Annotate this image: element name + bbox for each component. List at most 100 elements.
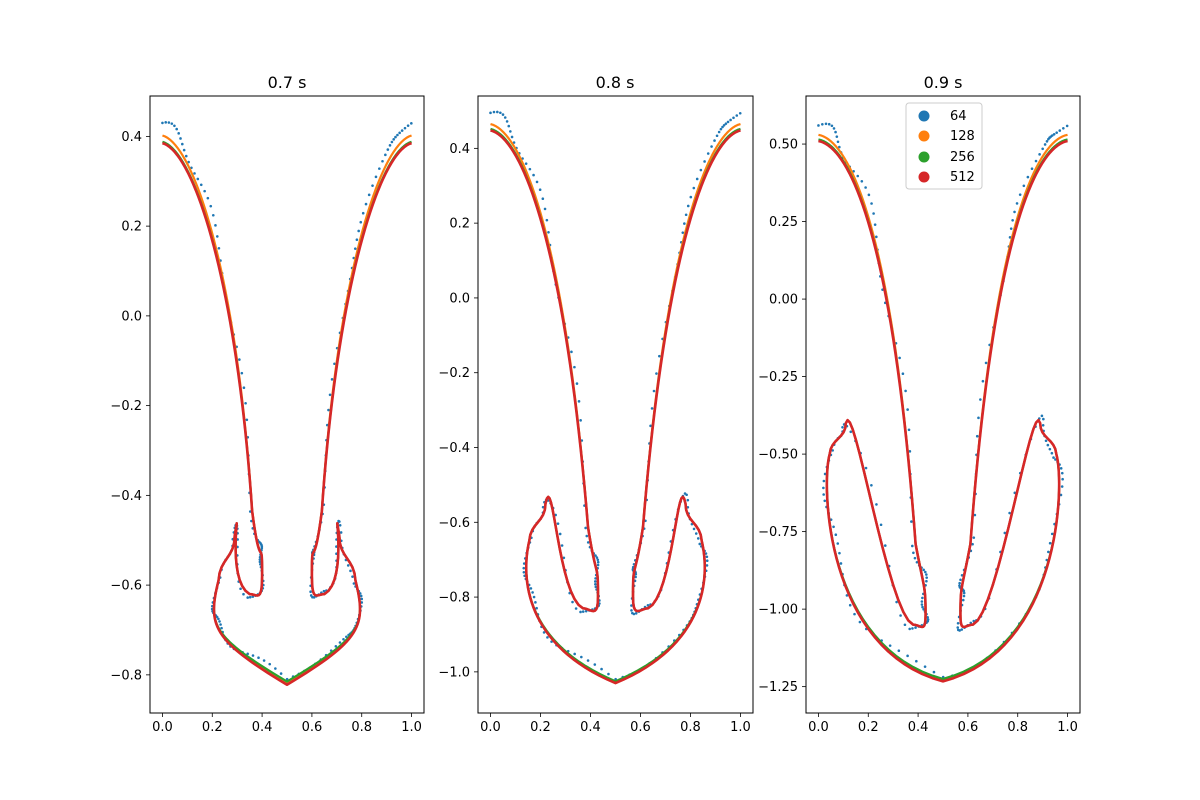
point-64-72 <box>899 614 902 617</box>
series-512-panel-2 <box>818 139 1068 683</box>
point-64-124 <box>274 667 277 670</box>
point-64-212 <box>972 536 976 539</box>
point-64-31 <box>238 358 241 361</box>
point-64-19 <box>211 213 215 217</box>
point-64-230 <box>681 231 685 234</box>
point-64-55 <box>593 580 597 583</box>
point-64-250 <box>1058 129 1062 132</box>
point-64-234 <box>361 211 365 215</box>
point-64-220 <box>330 378 334 381</box>
point-64-161 <box>1046 443 1050 447</box>
point-64-252 <box>738 111 742 115</box>
point-64-0 <box>161 121 164 125</box>
point-64-50 <box>925 579 928 583</box>
point-64-19 <box>541 197 545 201</box>
legend-label-256: 256 <box>950 150 975 165</box>
point-64-123 <box>268 662 272 666</box>
point-64-3 <box>827 122 831 126</box>
point-64-6 <box>505 120 509 123</box>
point-64-115 <box>546 636 549 639</box>
panel-0-axes-frame <box>149 95 425 714</box>
point-64-237 <box>699 168 703 172</box>
y-tick-label-0: −1.0 <box>438 665 470 680</box>
curve-512 <box>162 141 412 687</box>
point-64-154 <box>704 552 708 555</box>
y-tick-label-1: −0.8 <box>438 591 470 606</box>
panel-1-ticks: 0.0 0.2 0.4 0.6 0.8 1.0 −1.0 −0.8 −0.6 −0.4 −0.2 0.… <box>438 142 750 735</box>
point-64-79 <box>870 484 873 487</box>
point-64-247 <box>396 133 399 137</box>
point-64-236 <box>1022 184 1026 188</box>
point-64-32 <box>901 372 905 376</box>
point-64-159 <box>351 575 354 578</box>
point-64-158 <box>352 582 356 585</box>
point-64-124 <box>923 665 927 668</box>
point-64-47 <box>924 570 927 574</box>
point-64-69 <box>248 595 252 599</box>
point-64-235 <box>1018 193 1022 196</box>
point-64-122 <box>586 659 590 662</box>
point-64-125 <box>607 672 610 676</box>
point-64-243 <box>717 130 721 134</box>
point-64-108 <box>532 595 536 599</box>
point-64-56 <box>594 582 597 586</box>
point-64-232 <box>357 229 360 233</box>
y-tick-label-4: −0.25 <box>758 370 798 385</box>
point-64-50 <box>260 546 264 550</box>
point-64-239 <box>1034 159 1038 163</box>
point-64-21 <box>216 235 219 238</box>
point-64-158 <box>1052 456 1055 459</box>
point-64-159 <box>1050 451 1054 455</box>
point-64-231 <box>355 238 359 242</box>
point-64-219 <box>979 398 982 401</box>
point-64-5 <box>503 116 507 119</box>
point-64-136 <box>338 641 342 644</box>
point-64-47 <box>595 556 599 559</box>
point-64-239 <box>378 167 381 170</box>
point-64-234 <box>1015 202 1019 205</box>
point-64-46 <box>922 568 925 572</box>
point-64-242 <box>386 148 390 151</box>
point-64-72 <box>571 600 574 604</box>
x-tick-label-4: 0.8 <box>680 720 701 735</box>
point-64-54 <box>594 577 597 580</box>
point-64-55 <box>920 600 924 603</box>
point-64-61 <box>926 616 929 619</box>
point-64-3 <box>170 122 174 125</box>
point-64-32 <box>240 371 244 375</box>
point-64-57 <box>594 585 598 589</box>
point-64-144 <box>1047 550 1050 554</box>
point-64-237 <box>371 184 374 187</box>
point-64-9 <box>510 135 514 139</box>
point-64-174 <box>335 545 338 548</box>
point-64-114 <box>848 603 852 607</box>
point-64-160 <box>349 569 352 573</box>
point-64-152 <box>1061 477 1064 481</box>
point-64-150 <box>1059 493 1063 497</box>
x-tick-label-5: 1.0 <box>730 720 751 735</box>
point-64-101 <box>522 570 526 574</box>
point-64-6 <box>177 132 180 135</box>
point-64-108 <box>218 620 221 623</box>
point-64-3 <box>499 111 502 115</box>
point-64-251 <box>1062 126 1065 130</box>
y-tick-label-3: −0.4 <box>438 441 470 456</box>
point-64-152 <box>360 597 364 601</box>
point-64-17 <box>864 186 867 189</box>
point-64-221 <box>658 354 661 358</box>
point-64-98 <box>823 472 827 476</box>
point-64-233 <box>1013 210 1016 214</box>
point-64-218 <box>327 408 330 412</box>
point-64-99 <box>822 479 826 483</box>
point-64-159 <box>696 537 700 540</box>
point-64-152 <box>705 559 709 562</box>
point-64-20 <box>872 212 875 215</box>
point-64-240 <box>1038 153 1041 156</box>
point-64-232 <box>684 213 688 217</box>
legend: 64 128 256 512 <box>905 102 983 190</box>
x-tick-label-5: 1.0 <box>1057 720 1078 735</box>
point-64-175 <box>1003 531 1007 535</box>
panel-2-axes-frame <box>805 95 1081 714</box>
point-64-102 <box>823 499 827 503</box>
point-64-107 <box>217 617 220 621</box>
